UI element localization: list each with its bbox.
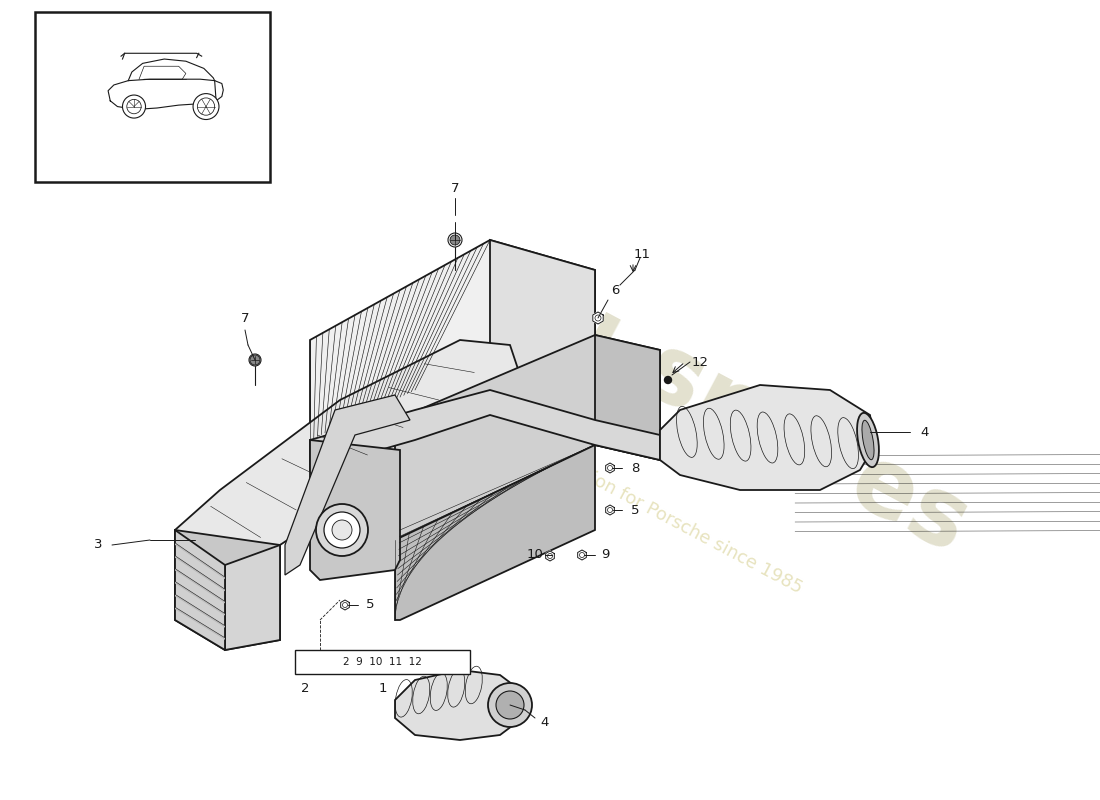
Circle shape: [126, 99, 141, 114]
Text: 4: 4: [921, 426, 929, 438]
Polygon shape: [606, 505, 614, 515]
Polygon shape: [175, 569, 226, 603]
Circle shape: [607, 507, 613, 513]
Circle shape: [332, 520, 352, 540]
Polygon shape: [310, 390, 660, 470]
Circle shape: [580, 553, 584, 558]
Text: 2  9  10  11  12: 2 9 10 11 12: [343, 657, 422, 667]
Text: 6: 6: [610, 283, 619, 297]
Circle shape: [194, 94, 219, 119]
Polygon shape: [395, 670, 520, 740]
Polygon shape: [578, 550, 586, 560]
Circle shape: [664, 377, 671, 383]
Polygon shape: [606, 463, 614, 473]
Polygon shape: [175, 530, 226, 650]
Polygon shape: [595, 335, 660, 460]
Polygon shape: [175, 607, 226, 640]
Text: 12: 12: [692, 355, 708, 369]
Text: 2: 2: [300, 682, 309, 694]
Ellipse shape: [857, 413, 879, 467]
Circle shape: [496, 691, 524, 719]
Polygon shape: [175, 594, 226, 628]
Polygon shape: [285, 395, 410, 575]
Polygon shape: [341, 600, 350, 610]
Text: 4: 4: [541, 715, 549, 729]
Polygon shape: [395, 335, 660, 540]
Circle shape: [316, 504, 369, 556]
Text: 5: 5: [365, 598, 374, 611]
Polygon shape: [175, 340, 520, 565]
Polygon shape: [175, 582, 226, 615]
Polygon shape: [490, 240, 595, 420]
Text: 8: 8: [630, 462, 639, 474]
Text: 1: 1: [378, 682, 387, 694]
Text: eu-spares: eu-spares: [476, 246, 983, 574]
Circle shape: [548, 554, 552, 558]
Circle shape: [448, 233, 462, 247]
Polygon shape: [226, 545, 280, 650]
Circle shape: [122, 95, 145, 118]
Text: 10: 10: [527, 549, 543, 562]
Circle shape: [595, 315, 601, 321]
Bar: [295, 650, 470, 674]
Text: 7: 7: [451, 182, 460, 194]
Polygon shape: [310, 240, 595, 440]
Text: 11: 11: [634, 249, 650, 262]
Text: 9: 9: [601, 549, 609, 562]
Text: 7: 7: [241, 311, 250, 325]
Circle shape: [249, 354, 261, 366]
Circle shape: [450, 235, 460, 245]
Polygon shape: [175, 543, 226, 579]
Text: 3: 3: [94, 538, 102, 551]
Circle shape: [250, 355, 260, 365]
Circle shape: [607, 466, 613, 470]
Circle shape: [488, 683, 532, 727]
Circle shape: [342, 602, 348, 607]
Ellipse shape: [862, 420, 874, 460]
Circle shape: [324, 512, 360, 548]
Polygon shape: [593, 312, 603, 324]
Circle shape: [197, 98, 215, 115]
Polygon shape: [660, 385, 874, 490]
Text: 5: 5: [630, 503, 639, 517]
Bar: [35, 12, 270, 182]
Polygon shape: [395, 445, 595, 620]
Polygon shape: [175, 530, 280, 650]
Text: a passion for Porsche since 1985: a passion for Porsche since 1985: [535, 442, 805, 598]
Polygon shape: [310, 440, 400, 580]
Polygon shape: [175, 556, 226, 591]
Polygon shape: [546, 551, 554, 561]
